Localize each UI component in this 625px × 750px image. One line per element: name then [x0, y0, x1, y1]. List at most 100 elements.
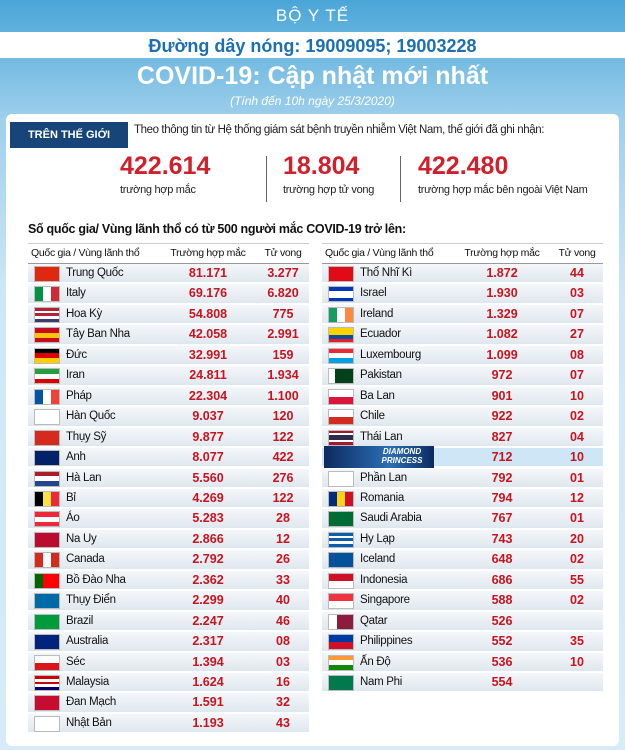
stat-label: trường hợp mắc: [120, 184, 196, 196]
table-row: [28, 570, 309, 590]
flag: [328, 266, 354, 282]
flag-stripe: [329, 294, 353, 298]
flag: [328, 409, 354, 426]
flag-stripe: [329, 328, 353, 332]
flag-stripe: [329, 437, 353, 440]
table-row: [28, 468, 309, 487]
table-row: [28, 407, 309, 426]
cases: 922: [491, 409, 513, 424]
country: Phần Lan: [360, 471, 407, 484]
flag-stripe: [329, 532, 353, 536]
table-row: [28, 304, 309, 324]
deaths: 276: [272, 470, 294, 485]
flag-stripe: [329, 430, 353, 433]
cases: 536: [491, 654, 513, 669]
ship-banner: [324, 446, 434, 469]
country: Saudi Arabia: [360, 512, 422, 525]
flag-stripe: [329, 353, 353, 359]
flag: [328, 634, 354, 651]
section-tag: TRÊN THẾ GIỚI: [10, 122, 128, 148]
cases: 8.077: [192, 450, 224, 465]
country: Nhật Bản: [66, 716, 112, 729]
flag-stripe: [35, 378, 59, 384]
flag-stripe: [347, 369, 353, 384]
cases: 69.176: [188, 286, 228, 301]
flag: [34, 347, 60, 364]
flag-stripe: [35, 573, 43, 588]
column-header: Quốc gia / Vùng lãnh thổ: [31, 247, 140, 259]
country: Australia: [66, 635, 109, 648]
table-header: [28, 243, 309, 264]
flag-stripe: [329, 573, 353, 581]
flag-stripe: [329, 389, 353, 397]
deaths: 35: [570, 634, 584, 649]
cases: 1.930: [486, 286, 518, 301]
flag-stripe: [35, 594, 59, 609]
country: Hà Lan: [66, 471, 102, 484]
table-row: [322, 591, 603, 610]
country: DIAMOND PRINCESS: [381, 447, 423, 465]
flag: [328, 306, 354, 323]
table-row: [28, 509, 309, 528]
cases: 686: [491, 572, 513, 587]
table-row: [322, 652, 603, 671]
deaths: 122: [272, 490, 294, 505]
divider: [400, 156, 401, 202]
flag-stripe: [51, 553, 59, 568]
flag-stripe: [329, 358, 353, 363]
country: Ecuador: [360, 328, 401, 341]
table-row: [322, 632, 603, 651]
flag-stripe: [329, 642, 353, 650]
flag: [328, 388, 354, 405]
table-row: [28, 345, 309, 365]
country: Na Uy: [66, 532, 97, 545]
cases: 1.591: [192, 695, 224, 710]
flag-stripe: [329, 297, 353, 302]
country: Bỉ: [66, 491, 76, 504]
country: Luxembourg: [360, 348, 421, 361]
deaths: 159: [272, 347, 294, 362]
table-row: [28, 325, 309, 344]
cases: 712: [491, 450, 513, 465]
flag-stripe: [329, 432, 353, 436]
flag-stripe: [329, 417, 353, 425]
flag-stripe: [35, 389, 43, 404]
flag-stripe: [329, 614, 337, 629]
flag: [34, 695, 60, 712]
stat-label: trường hợp mắc bên ngoài Việt Nam: [418, 184, 588, 196]
flag-stripe: [35, 716, 59, 731]
deaths: 10: [570, 654, 584, 669]
cases: 4.269: [192, 490, 224, 505]
country: Ireland: [360, 307, 394, 320]
flag: [328, 470, 354, 487]
flag: [34, 593, 60, 610]
flag-stripe: [35, 480, 59, 486]
deaths: 33: [276, 572, 290, 587]
flag-stripe: [329, 471, 353, 486]
flag: [328, 654, 354, 671]
table-row: [322, 673, 603, 692]
table-title: Số quốc gia/ Vùng lãnh thổ có từ 500 ngư…: [28, 222, 406, 236]
cases: 1.624: [192, 675, 224, 689]
table-row: [322, 325, 603, 344]
table-row: [322, 550, 603, 569]
flag-stripe: [51, 287, 59, 302]
column-header: Trường hợp mắc: [170, 247, 246, 259]
cases: 24.811: [189, 368, 227, 383]
cases: 1.099: [486, 347, 518, 362]
flag-stripe: [329, 544, 353, 547]
flag-stripe: [329, 635, 353, 643]
country: Israel: [360, 287, 387, 300]
flag: [328, 593, 354, 610]
deaths: 02: [570, 552, 584, 567]
cases: 2.792: [192, 552, 224, 567]
flag-stripe: [329, 512, 353, 527]
cases: 2.317: [192, 634, 224, 649]
table-row: [28, 427, 309, 447]
deaths: 10: [570, 388, 584, 403]
country: Romania: [360, 491, 404, 504]
flag-stripe: [337, 491, 345, 506]
flag-stripe: [35, 655, 59, 663]
flag: [34, 266, 60, 282]
